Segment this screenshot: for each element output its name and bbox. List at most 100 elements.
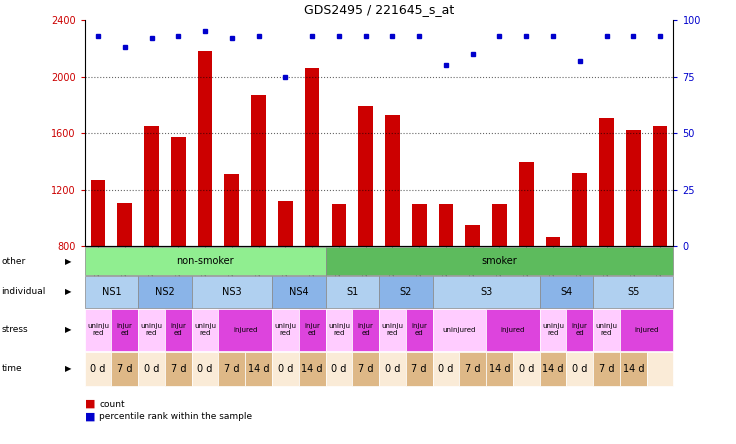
Bar: [272, 352, 299, 386]
Bar: [85, 309, 111, 351]
Bar: [439, 204, 453, 246]
Bar: [385, 115, 400, 246]
Text: GDS2495 / 221645_s_at: GDS2495 / 221645_s_at: [304, 3, 454, 16]
Text: NS1: NS1: [102, 287, 121, 297]
Text: percentile rank within the sample: percentile rank within the sample: [99, 412, 252, 421]
Bar: [519, 162, 534, 246]
Text: uninju
red: uninju red: [542, 323, 564, 336]
Bar: [198, 51, 213, 246]
Bar: [620, 352, 647, 386]
Bar: [545, 237, 560, 246]
Bar: [272, 276, 325, 308]
Bar: [539, 352, 567, 386]
Bar: [486, 309, 539, 351]
Bar: [379, 276, 433, 308]
Text: NS2: NS2: [155, 287, 175, 297]
Bar: [118, 202, 132, 246]
Bar: [85, 276, 138, 308]
Bar: [433, 309, 486, 351]
Bar: [191, 352, 219, 386]
Text: S2: S2: [400, 287, 412, 297]
Text: 14 d: 14 d: [542, 364, 564, 374]
Bar: [539, 309, 567, 351]
Bar: [465, 225, 480, 246]
Bar: [111, 309, 138, 351]
Text: 0 d: 0 d: [519, 364, 534, 374]
Text: ■: ■: [85, 399, 95, 409]
Bar: [539, 276, 593, 308]
Text: uninju
red: uninju red: [141, 323, 163, 336]
Text: 14 d: 14 d: [489, 364, 510, 374]
Text: uninju
red: uninju red: [595, 323, 618, 336]
Text: 7 d: 7 d: [171, 364, 186, 374]
Bar: [459, 352, 486, 386]
Bar: [325, 309, 353, 351]
Text: uninjured: uninjured: [442, 327, 476, 333]
Text: 7 d: 7 d: [117, 364, 132, 374]
Text: ▶: ▶: [66, 325, 71, 334]
Bar: [513, 352, 539, 386]
Bar: [224, 174, 239, 246]
Bar: [486, 352, 513, 386]
Text: injured: injured: [500, 327, 525, 333]
Bar: [191, 309, 219, 351]
Bar: [138, 352, 165, 386]
Bar: [412, 204, 427, 246]
Text: NS4: NS4: [289, 287, 308, 297]
Text: injur
ed: injur ed: [411, 323, 427, 336]
Text: 14 d: 14 d: [623, 364, 644, 374]
Text: other: other: [1, 257, 26, 266]
Text: injur
ed: injur ed: [170, 323, 186, 336]
Text: injur
ed: injur ed: [117, 323, 132, 336]
Bar: [379, 352, 406, 386]
Text: 14 d: 14 d: [301, 364, 323, 374]
Bar: [593, 352, 620, 386]
Bar: [353, 309, 379, 351]
Text: uninju
red: uninju red: [381, 323, 403, 336]
Text: uninju
red: uninju red: [275, 323, 297, 336]
Bar: [111, 352, 138, 386]
Bar: [406, 352, 433, 386]
Text: 7 d: 7 d: [411, 364, 427, 374]
Bar: [171, 138, 185, 246]
Bar: [138, 309, 165, 351]
Bar: [85, 352, 111, 386]
Bar: [325, 247, 673, 275]
Text: 7 d: 7 d: [599, 364, 615, 374]
Bar: [278, 201, 293, 246]
Bar: [492, 204, 507, 246]
Bar: [379, 309, 406, 351]
Bar: [358, 106, 373, 246]
Bar: [85, 247, 325, 275]
Bar: [567, 309, 593, 351]
Text: injur
ed: injur ed: [304, 323, 320, 336]
Text: 14 d: 14 d: [248, 364, 269, 374]
Bar: [165, 309, 191, 351]
Bar: [626, 131, 640, 246]
Text: NS3: NS3: [222, 287, 241, 297]
Text: 0 d: 0 d: [144, 364, 159, 374]
Bar: [144, 126, 159, 246]
Bar: [219, 352, 245, 386]
Text: 7 d: 7 d: [358, 364, 373, 374]
Text: 0 d: 0 d: [385, 364, 400, 374]
Text: individual: individual: [1, 287, 46, 296]
Text: injur
ed: injur ed: [358, 323, 374, 336]
Text: uninju
red: uninju red: [328, 323, 350, 336]
Text: time: time: [1, 365, 22, 373]
Text: uninju
red: uninju red: [87, 323, 109, 336]
Bar: [593, 276, 673, 308]
Text: 7 d: 7 d: [224, 364, 240, 374]
Text: 0 d: 0 d: [572, 364, 587, 374]
Bar: [599, 118, 614, 246]
Text: 0 d: 0 d: [438, 364, 453, 374]
Text: 0 d: 0 d: [197, 364, 213, 374]
Bar: [251, 95, 266, 246]
Text: injured: injured: [233, 327, 258, 333]
Text: stress: stress: [1, 325, 28, 334]
Bar: [191, 276, 272, 308]
Text: injur
ed: injur ed: [572, 323, 588, 336]
Bar: [305, 68, 319, 246]
Text: 0 d: 0 d: [91, 364, 106, 374]
Bar: [138, 276, 191, 308]
